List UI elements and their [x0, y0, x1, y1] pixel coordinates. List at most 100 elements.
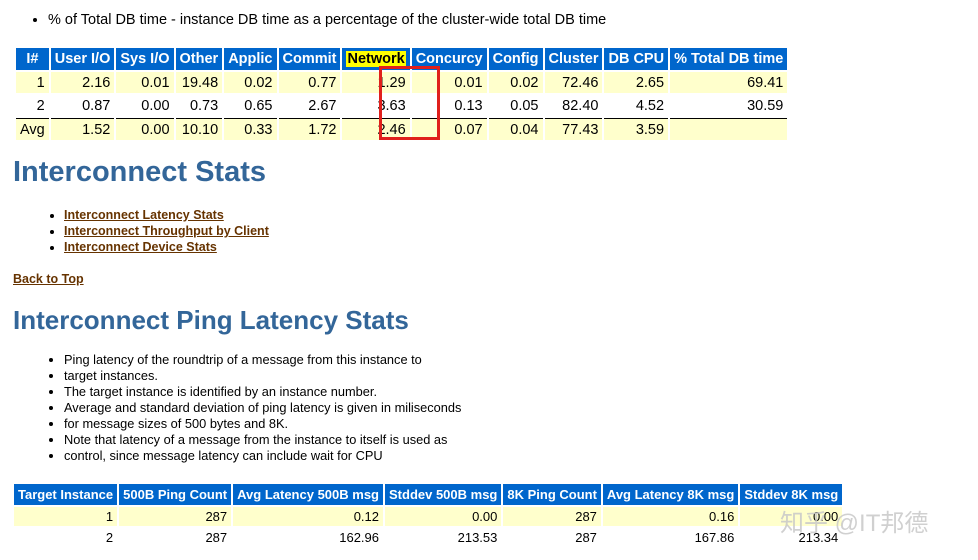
- col-header-user-io: User I/O: [50, 48, 115, 70]
- table-cell: 10.10: [175, 118, 223, 140]
- table-cell: 0.05: [488, 95, 543, 116]
- table-cell: 0.73: [175, 95, 223, 116]
- table-cell: 0.07: [411, 118, 487, 140]
- table-cell: 0.65: [224, 95, 277, 116]
- db-time-table: I# User I/O Sys I/O Other Applic Commit …: [14, 46, 789, 142]
- table-cell: 1: [14, 507, 118, 526]
- table-cell: 287: [119, 528, 232, 547]
- table-cell: 3.59: [604, 118, 669, 140]
- col-header-avg-latency-8k: Avg Latency 8K msg: [602, 484, 739, 505]
- table-cell: Avg: [16, 118, 49, 140]
- table-cell: 30.59: [670, 95, 788, 116]
- table-row-avg: Avg 1.52 0.00 10.10 0.33 1.72 2.46 0.07 …: [16, 118, 788, 140]
- list-item: for message sizes of 500 bytes and 8K.: [64, 416, 461, 432]
- table-cell: 77.43: [544, 118, 603, 140]
- col-header-8k-ping-count: 8K Ping Count: [503, 484, 601, 505]
- table-cell: 0.00: [385, 507, 502, 526]
- network-highlight: Network: [346, 51, 406, 67]
- link-interconnect-device[interactable]: Interconnect Device Stats: [64, 240, 217, 254]
- list-item: Note that latency of a message from the …: [64, 432, 461, 448]
- table-cell: 0.02: [224, 72, 277, 93]
- table-cell: 2.16: [50, 72, 115, 93]
- col-header-network: Network: [342, 48, 410, 70]
- col-header-target-instance: Target Instance: [14, 484, 118, 505]
- table-cell: 2.67: [278, 95, 341, 116]
- intro-bullets: % of Total DB time - instance DB time as…: [28, 11, 606, 29]
- table-cell: 1.72: [278, 118, 341, 140]
- table-row: 1 287 0.12 0.00 287 0.16 0.00: [14, 507, 843, 526]
- table-cell: 1: [16, 72, 49, 93]
- list-item: Interconnect Latency Stats: [64, 207, 269, 223]
- table-cell: 0.02: [488, 72, 543, 93]
- table-cell: 0.12: [233, 507, 383, 526]
- col-header-avg-latency-500b: Avg Latency 500B msg: [233, 484, 383, 505]
- col-header-total-db-time: % Total DB time: [670, 48, 788, 70]
- network-cell: 1.29: [342, 72, 410, 93]
- list-item: Ping latency of the roundtrip of a messa…: [64, 352, 461, 368]
- table-cell: 0.00: [116, 118, 174, 140]
- table-cell: 0.01: [116, 72, 174, 93]
- ping-description: Ping latency of the roundtrip of a messa…: [46, 352, 461, 464]
- network-cell: 3.63: [342, 95, 410, 116]
- table-cell: 69.41: [670, 72, 788, 93]
- table-cell: [670, 118, 788, 140]
- interconnect-links: Interconnect Latency Stats Interconnect …: [46, 207, 269, 255]
- col-header-concurcy: Concurcy: [411, 48, 487, 70]
- table-cell: 167.86: [602, 528, 739, 547]
- col-header-commit: Commit: [278, 48, 341, 70]
- table-cell: 213.53: [385, 528, 502, 547]
- table-cell: 0.00: [116, 95, 174, 116]
- table-cell: 0.00: [740, 507, 843, 526]
- interconnect-stats-title: Interconnect Stats: [13, 156, 266, 188]
- table-cell: 0.01: [411, 72, 487, 93]
- table-cell: 0.33: [224, 118, 277, 140]
- table-cell: 0.87: [50, 95, 115, 116]
- table-cell: 2: [16, 95, 49, 116]
- table-cell: 82.40: [544, 95, 603, 116]
- table-cell: 4.52: [604, 95, 669, 116]
- db-time-header-row: I# User I/O Sys I/O Other Applic Commit …: [16, 48, 788, 70]
- list-item: control, since message latency can inclu…: [64, 448, 461, 464]
- table-row: 2 287 162.96 213.53 287 167.86 213.34: [14, 528, 843, 547]
- link-interconnect-throughput[interactable]: Interconnect Throughput by Client: [64, 224, 269, 238]
- table-cell: 0.13: [411, 95, 487, 116]
- col-header-500b-ping-count: 500B Ping Count: [119, 484, 232, 505]
- table-cell: 162.96: [233, 528, 383, 547]
- table-cell: 0.16: [602, 507, 739, 526]
- ping-header-row: Target Instance 500B Ping Count Avg Late…: [14, 484, 843, 505]
- col-header-applic: Applic: [224, 48, 277, 70]
- list-item: Average and standard deviation of ping l…: [64, 400, 461, 416]
- table-cell: 72.46: [544, 72, 603, 93]
- col-header-cluster: Cluster: [544, 48, 603, 70]
- watermark: 知乎 @IT邦德: [780, 510, 929, 537]
- list-item: Interconnect Device Stats: [64, 239, 269, 255]
- list-item: Interconnect Throughput by Client: [64, 223, 269, 239]
- list-item: The target instance is identified by an …: [64, 384, 461, 400]
- table-cell: 2: [14, 528, 118, 547]
- table-cell: 213.34: [740, 528, 843, 547]
- network-cell: 2.46: [342, 118, 410, 140]
- ping-latency-title: Interconnect Ping Latency Stats: [13, 305, 409, 335]
- intro-bullet: % of Total DB time - instance DB time as…: [48, 11, 606, 29]
- table-cell: 0.77: [278, 72, 341, 93]
- link-interconnect-latency[interactable]: Interconnect Latency Stats: [64, 208, 224, 222]
- col-header-db-cpu: DB CPU: [604, 48, 669, 70]
- table-cell: 287: [503, 507, 601, 526]
- col-header-stddev-8k: Stddev 8K msg: [740, 484, 843, 505]
- col-header-other: Other: [175, 48, 223, 70]
- table-row: 2 0.87 0.00 0.73 0.65 2.67 3.63 0.13 0.0…: [16, 95, 788, 116]
- col-header-stddev-500b: Stddev 500B msg: [385, 484, 502, 505]
- network-highlight-box: [379, 66, 440, 140]
- col-header-config: Config: [488, 48, 543, 70]
- col-header-sys-io: Sys I/O: [116, 48, 174, 70]
- col-header-instance: I#: [16, 48, 49, 70]
- table-cell: 287: [503, 528, 601, 547]
- table-row: 1 2.16 0.01 19.48 0.02 0.77 1.29 0.01 0.…: [16, 72, 788, 93]
- table-cell: 2.65: [604, 72, 669, 93]
- table-cell: 1.52: [50, 118, 115, 140]
- table-cell: 0.04: [488, 118, 543, 140]
- list-item: target instances.: [64, 368, 461, 384]
- table-cell: 287: [119, 507, 232, 526]
- ping-latency-table: Target Instance 500B Ping Count Avg Late…: [12, 482, 844, 549]
- back-to-top-link[interactable]: Back to Top: [13, 272, 84, 286]
